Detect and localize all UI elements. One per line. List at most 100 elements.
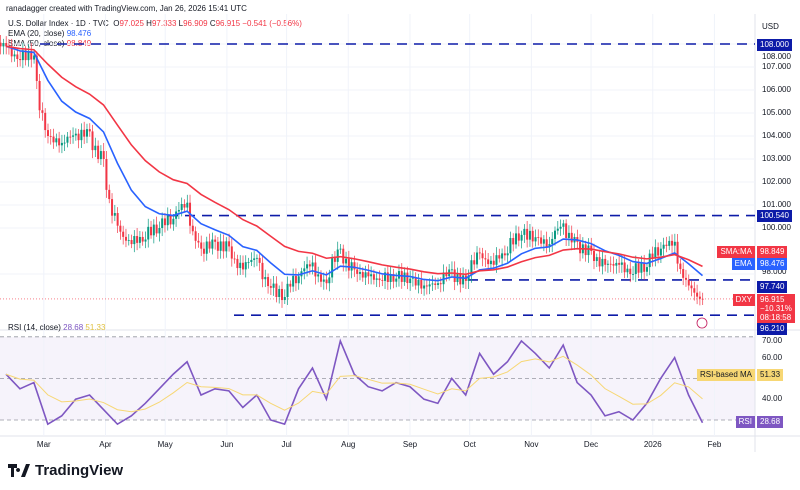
candle <box>247 262 250 263</box>
candle <box>186 202 189 208</box>
candle <box>567 232 570 238</box>
candle <box>640 262 643 273</box>
candle <box>127 240 130 241</box>
candle <box>690 285 693 289</box>
candle <box>425 285 428 287</box>
candle <box>16 54 19 60</box>
candle <box>124 236 127 241</box>
candle <box>545 239 548 247</box>
candle <box>693 288 696 293</box>
candle <box>41 110 44 113</box>
candle <box>367 272 370 277</box>
candle <box>239 262 242 269</box>
price-label: 107.000 <box>762 62 791 71</box>
candle <box>462 275 465 285</box>
symbol-name[interactable]: U.S. Dollar Index · 1D · TVC <box>8 19 109 28</box>
candle <box>208 241 211 249</box>
candle <box>626 268 629 273</box>
rsi-legend[interactable]: RSI (14, close) 28.68 51.33 <box>8 323 105 332</box>
candle <box>657 247 660 256</box>
candle <box>554 230 556 239</box>
candle <box>267 277 270 287</box>
candle <box>604 258 607 265</box>
candle <box>386 272 389 282</box>
rsi-label: 40.00 <box>762 394 783 404</box>
candle <box>645 267 648 272</box>
candle <box>556 228 559 231</box>
candle <box>180 203 183 210</box>
candle <box>417 279 420 286</box>
candle <box>113 213 116 216</box>
candle <box>676 241 679 264</box>
candle <box>423 285 426 289</box>
candle <box>495 255 498 265</box>
candle <box>144 239 147 242</box>
candle <box>166 215 169 226</box>
level-tag-upper: 100.540 <box>757 210 792 222</box>
candle <box>2 43 5 47</box>
candle <box>58 138 61 146</box>
ema-legend[interactable]: EMA (20, close) <box>8 29 65 38</box>
candle <box>353 262 356 270</box>
candle <box>136 236 139 243</box>
candle <box>372 274 375 280</box>
candle <box>409 278 412 284</box>
candle <box>698 296 701 299</box>
candle <box>219 241 222 251</box>
candle <box>30 50 33 60</box>
candle <box>150 226 153 236</box>
ema-legend-value: 98.476 <box>66 29 92 38</box>
candle <box>44 112 47 131</box>
candle <box>439 283 442 285</box>
candle <box>609 263 612 265</box>
tradingview-logo[interactable]: TradingView <box>8 462 123 479</box>
candle <box>138 236 141 243</box>
candle <box>701 298 704 300</box>
candle <box>512 238 515 245</box>
candle <box>339 248 342 250</box>
candle <box>269 286 272 288</box>
candle <box>431 283 434 285</box>
candle <box>286 283 289 297</box>
candle <box>303 268 306 272</box>
candle <box>205 241 208 254</box>
candle <box>306 264 309 269</box>
candle <box>361 272 364 278</box>
candle <box>356 269 359 274</box>
candle <box>0 42 2 47</box>
candle <box>548 244 551 247</box>
candle <box>654 247 657 259</box>
candle <box>506 253 509 256</box>
high-value: 97.333 <box>151 19 177 28</box>
candle <box>615 262 618 266</box>
dxy-tag-name: DXY <box>732 294 755 306</box>
candle <box>10 46 13 57</box>
candle <box>38 80 41 111</box>
candle <box>492 260 495 265</box>
candle <box>414 277 417 286</box>
candle <box>503 253 506 256</box>
candle <box>347 258 350 271</box>
candle <box>85 129 88 137</box>
candle <box>80 129 83 141</box>
sma-tag-name: SMA:MA <box>717 246 755 258</box>
c-label: C <box>209 19 216 28</box>
candle <box>453 269 456 283</box>
candle <box>579 241 582 254</box>
candle <box>537 237 540 238</box>
time-label: May <box>157 440 173 449</box>
candle <box>428 284 431 287</box>
candle <box>595 257 598 262</box>
candle <box>13 54 16 57</box>
close-value: 96.915 <box>215 19 241 28</box>
candle <box>278 288 281 297</box>
rsi-band <box>0 337 755 420</box>
candle <box>679 263 682 270</box>
time-label: Dec <box>583 440 599 449</box>
candle <box>19 59 22 61</box>
candle <box>233 258 236 260</box>
candle <box>236 258 239 269</box>
ema-tag: 98.476 <box>757 258 788 270</box>
rsi-ma-tag: 51.33 <box>757 369 784 381</box>
